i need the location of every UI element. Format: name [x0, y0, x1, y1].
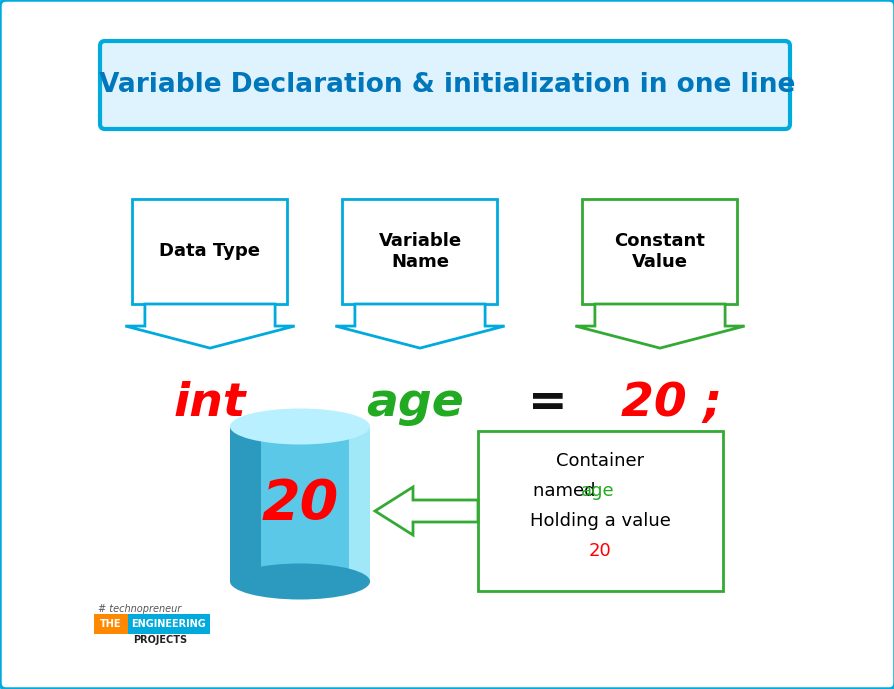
- Text: age: age: [580, 482, 614, 500]
- Text: ENGINEERING: ENGINEERING: [131, 619, 207, 629]
- Text: Variable Declaration & initialization in one line: Variable Declaration & initialization in…: [98, 72, 794, 98]
- Text: int: int: [173, 382, 246, 426]
- FancyBboxPatch shape: [342, 199, 497, 304]
- Text: Data Type: Data Type: [159, 243, 260, 260]
- Text: Constant
Value: Constant Value: [614, 232, 704, 271]
- Text: 20: 20: [588, 542, 611, 560]
- FancyBboxPatch shape: [100, 41, 789, 129]
- Text: PROJECTS: PROJECTS: [133, 635, 187, 645]
- Text: 20: 20: [261, 477, 338, 531]
- Text: Holding a value: Holding a value: [529, 512, 670, 530]
- FancyBboxPatch shape: [94, 614, 128, 634]
- Ellipse shape: [230, 564, 369, 599]
- Text: THE: THE: [100, 619, 122, 629]
- Bar: [230, 426, 369, 582]
- Text: 20 ;: 20 ;: [620, 382, 721, 426]
- FancyBboxPatch shape: [582, 199, 737, 304]
- FancyBboxPatch shape: [132, 199, 287, 304]
- Text: age: age: [366, 382, 463, 426]
- Polygon shape: [125, 304, 294, 348]
- Text: Variable
Name: Variable Name: [378, 232, 461, 271]
- Bar: [230, 426, 260, 582]
- Polygon shape: [335, 304, 504, 348]
- Text: Container: Container: [556, 452, 644, 470]
- Text: named: named: [533, 482, 601, 500]
- Text: # technopreneur: # technopreneur: [98, 604, 181, 614]
- Ellipse shape: [230, 409, 369, 444]
- Bar: [349, 426, 369, 582]
- Polygon shape: [575, 304, 744, 348]
- FancyBboxPatch shape: [128, 614, 210, 634]
- Text: =: =: [527, 382, 567, 426]
- FancyBboxPatch shape: [477, 431, 722, 591]
- FancyArrow shape: [375, 487, 477, 535]
